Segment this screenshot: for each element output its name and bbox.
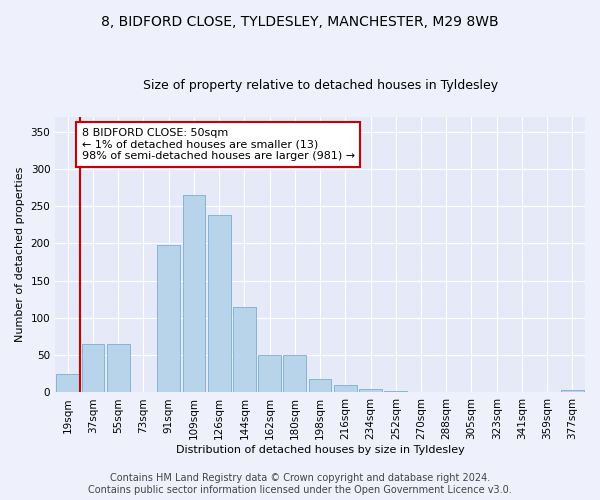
Bar <box>208 215 230 392</box>
Bar <box>107 344 130 393</box>
Bar <box>359 390 382 392</box>
X-axis label: Distribution of detached houses by size in Tyldesley: Distribution of detached houses by size … <box>176 445 464 455</box>
Bar <box>283 355 306 393</box>
Bar <box>309 379 331 392</box>
Title: Size of property relative to detached houses in Tyldesley: Size of property relative to detached ho… <box>143 79 497 92</box>
Bar <box>233 307 256 392</box>
Bar <box>385 391 407 392</box>
Bar <box>82 344 104 393</box>
Bar <box>258 355 281 393</box>
Bar <box>561 390 584 392</box>
Bar <box>334 385 356 392</box>
Y-axis label: Number of detached properties: Number of detached properties <box>15 167 25 342</box>
Text: Contains HM Land Registry data © Crown copyright and database right 2024.
Contai: Contains HM Land Registry data © Crown c… <box>88 474 512 495</box>
Text: 8 BIDFORD CLOSE: 50sqm
← 1% of detached houses are smaller (13)
98% of semi-deta: 8 BIDFORD CLOSE: 50sqm ← 1% of detached … <box>82 128 355 161</box>
Bar <box>56 374 79 392</box>
Bar <box>157 245 180 392</box>
Text: 8, BIDFORD CLOSE, TYLDESLEY, MANCHESTER, M29 8WB: 8, BIDFORD CLOSE, TYLDESLEY, MANCHESTER,… <box>101 15 499 29</box>
Bar <box>182 195 205 392</box>
